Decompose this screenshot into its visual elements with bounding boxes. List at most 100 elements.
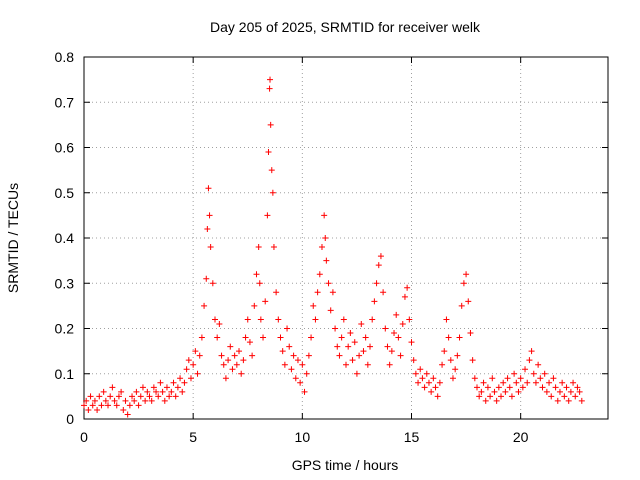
data-point bbox=[415, 379, 422, 386]
data-point bbox=[105, 402, 112, 409]
data-point bbox=[260, 334, 267, 341]
data-point bbox=[452, 366, 459, 373]
data-point bbox=[519, 384, 526, 391]
data-point bbox=[417, 366, 424, 373]
data-point bbox=[567, 388, 574, 395]
data-point bbox=[353, 370, 360, 377]
data-point bbox=[264, 212, 271, 219]
data-point bbox=[198, 334, 205, 341]
data-point bbox=[377, 253, 384, 260]
data-point bbox=[476, 393, 483, 400]
data-point bbox=[190, 361, 197, 368]
data-point bbox=[474, 384, 480, 391]
data-point bbox=[89, 402, 96, 409]
data-point bbox=[292, 375, 299, 382]
data-point bbox=[327, 307, 334, 314]
data-point bbox=[233, 361, 240, 368]
data-point bbox=[513, 379, 520, 386]
data-point bbox=[436, 379, 443, 386]
data-point bbox=[563, 384, 570, 391]
data-point bbox=[168, 388, 175, 395]
data-point bbox=[535, 361, 542, 368]
data-point bbox=[81, 402, 87, 409]
data-point bbox=[432, 384, 439, 391]
data-point bbox=[364, 361, 371, 368]
data-point bbox=[159, 388, 166, 395]
data-point bbox=[303, 370, 310, 377]
data-point bbox=[194, 370, 201, 377]
data-point bbox=[323, 257, 330, 264]
data-point bbox=[126, 402, 133, 409]
data-point bbox=[439, 361, 446, 368]
data-point bbox=[297, 379, 304, 386]
data-point bbox=[425, 379, 432, 386]
data-point bbox=[212, 316, 218, 323]
data-point bbox=[305, 352, 312, 359]
data-point bbox=[578, 397, 585, 404]
data-point bbox=[270, 244, 277, 251]
data-point bbox=[537, 375, 544, 382]
data-point bbox=[203, 275, 210, 282]
data-point bbox=[286, 343, 293, 350]
data-point bbox=[482, 397, 489, 404]
data-point bbox=[465, 298, 472, 305]
data-point bbox=[267, 121, 274, 128]
data-point bbox=[559, 379, 566, 386]
data-point bbox=[94, 406, 101, 413]
data-point bbox=[454, 352, 461, 359]
data-point bbox=[543, 388, 550, 395]
data-point bbox=[205, 185, 212, 192]
data-point bbox=[539, 384, 546, 391]
data-point bbox=[489, 375, 496, 382]
y-tick-label: 0 bbox=[66, 411, 74, 427]
data-point bbox=[166, 393, 173, 400]
data-point bbox=[511, 370, 518, 377]
data-point bbox=[336, 352, 343, 359]
data-point bbox=[478, 388, 485, 395]
data-point bbox=[131, 397, 138, 404]
data-point bbox=[155, 393, 162, 400]
data-point bbox=[504, 375, 511, 382]
data-point bbox=[183, 366, 190, 373]
data-point bbox=[214, 334, 221, 341]
data-point bbox=[251, 302, 258, 309]
data-point bbox=[443, 316, 450, 323]
y-tick-label: 0.3 bbox=[55, 275, 75, 291]
data-point bbox=[428, 388, 435, 395]
data-point bbox=[301, 388, 308, 395]
data-point bbox=[281, 361, 288, 368]
data-point bbox=[360, 348, 367, 355]
data-point bbox=[367, 343, 374, 350]
data-point bbox=[508, 393, 515, 400]
data-point bbox=[122, 397, 129, 404]
data-point bbox=[410, 357, 417, 364]
data-point bbox=[375, 262, 382, 269]
data-point bbox=[528, 348, 535, 355]
data-point bbox=[275, 316, 282, 323]
data-point bbox=[231, 352, 238, 359]
plot-frame bbox=[83, 56, 609, 420]
data-point bbox=[269, 189, 276, 196]
data-point bbox=[85, 406, 92, 413]
data-point bbox=[338, 334, 345, 341]
data-point bbox=[515, 388, 522, 395]
data-point bbox=[100, 388, 107, 395]
data-point bbox=[290, 352, 297, 359]
y-tick-label: 0.6 bbox=[55, 140, 75, 156]
data-point bbox=[322, 235, 329, 241]
data-point bbox=[201, 302, 208, 309]
x-tick-label: 15 bbox=[404, 429, 420, 445]
data-point bbox=[284, 325, 291, 332]
data-point bbox=[397, 352, 404, 359]
y-tick-label: 0.1 bbox=[55, 366, 75, 382]
data-point bbox=[310, 302, 317, 309]
data-point bbox=[329, 289, 336, 296]
data-point bbox=[192, 348, 199, 355]
data-point bbox=[249, 352, 256, 359]
data-point bbox=[423, 370, 430, 377]
data-point bbox=[273, 289, 280, 296]
data-point bbox=[356, 352, 363, 359]
data-point bbox=[530, 370, 537, 377]
data-point bbox=[187, 375, 194, 382]
